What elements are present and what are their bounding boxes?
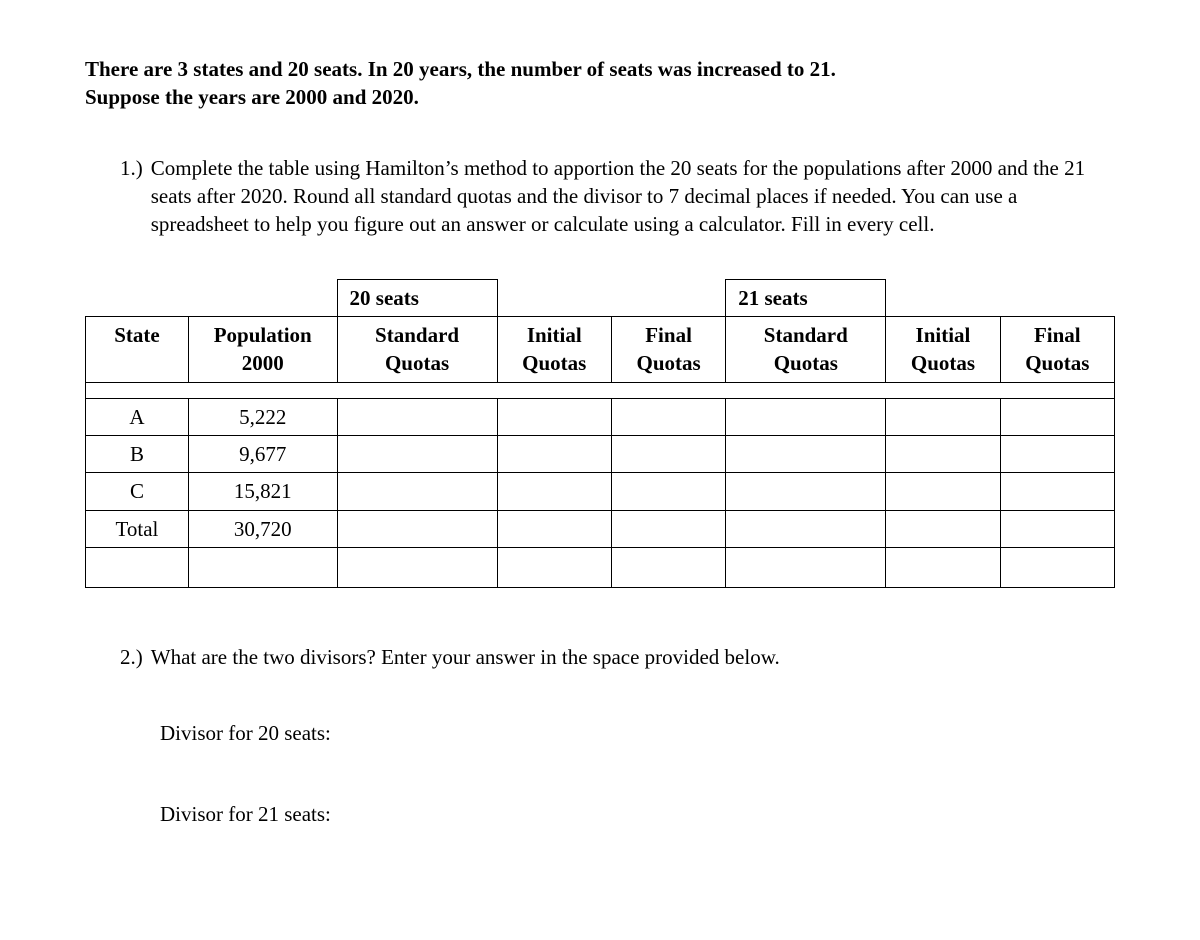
table-header-seats: 20 seats 21 seats <box>86 279 1115 316</box>
cell-empty <box>611 510 725 547</box>
problem-intro: There are 3 states and 20 seats. In 20 y… <box>85 55 1115 112</box>
cell-empty <box>611 473 725 510</box>
cell-empty <box>1000 473 1114 510</box>
divisor-21-label: Divisor for 21 seats: <box>160 800 1115 828</box>
cell-empty <box>886 398 1000 435</box>
question-1-number: 1.) <box>120 154 151 239</box>
question-1: 1.) Complete the table using Hamilton’s … <box>120 154 1115 239</box>
table-row: Total 30,720 <box>86 510 1115 547</box>
cell-empty <box>726 473 886 510</box>
header-std-quotas-20: Standard Quotas <box>337 317 497 383</box>
table-row: A 5,222 <box>86 398 1115 435</box>
cell-pop-total: 30,720 <box>188 510 337 547</box>
cell-state-a: A <box>86 398 189 435</box>
cell-empty <box>497 510 611 547</box>
cell-empty <box>611 436 725 473</box>
cell-empty <box>497 398 611 435</box>
cell-empty <box>337 510 497 547</box>
table-trailing-row <box>86 548 1115 588</box>
divisor-20-label: Divisor for 20 seats: <box>160 719 1115 747</box>
header-std-quotas-21: Standard Quotas <box>726 317 886 383</box>
intro-line2: Suppose the years are 2000 and 2020. <box>85 85 419 109</box>
cell-pop-b: 9,677 <box>188 436 337 473</box>
cell-state-b: B <box>86 436 189 473</box>
cell-empty <box>337 473 497 510</box>
cell-state-total: Total <box>86 510 189 547</box>
header-final-quotas-21: Final Quotas <box>1000 317 1114 383</box>
question-2-text: What are the two divisors? Enter your an… <box>151 643 1115 671</box>
intro-line1: There are 3 states and 20 seats. In 20 y… <box>85 57 836 81</box>
header-state: State <box>86 317 189 383</box>
table-row: B 9,677 <box>86 436 1115 473</box>
header-final-quotas-20: Final Quotas <box>611 317 725 383</box>
cell-empty <box>726 510 886 547</box>
cell-empty <box>886 436 1000 473</box>
apportionment-table: 20 seats 21 seats State Population 2000 … <box>85 279 1115 588</box>
cell-empty <box>497 436 611 473</box>
cell-pop-c: 15,821 <box>188 473 337 510</box>
cell-empty <box>886 510 1000 547</box>
table-gap-row <box>86 382 1115 398</box>
header-init-quotas-20: Initial Quotas <box>497 317 611 383</box>
cell-empty <box>337 436 497 473</box>
header-population: Population 2000 <box>188 317 337 383</box>
header-init-quotas-21: Initial Quotas <box>886 317 1000 383</box>
question-2-number: 2.) <box>120 643 151 671</box>
cell-empty <box>497 473 611 510</box>
cell-empty <box>1000 510 1114 547</box>
cell-state-c: C <box>86 473 189 510</box>
header-21-seats: 21 seats <box>726 279 886 316</box>
question-2: 2.) What are the two divisors? Enter you… <box>120 643 1115 671</box>
cell-empty <box>611 398 725 435</box>
cell-empty <box>886 473 1000 510</box>
cell-empty <box>726 436 886 473</box>
question-1-text: Complete the table using Hamilton’s meth… <box>151 154 1115 239</box>
cell-empty <box>337 398 497 435</box>
cell-pop-a: 5,222 <box>188 398 337 435</box>
cell-empty <box>1000 436 1114 473</box>
cell-empty <box>726 398 886 435</box>
table-row: C 15,821 <box>86 473 1115 510</box>
cell-empty <box>1000 398 1114 435</box>
table-header-cols: State Population 2000 Standard Quotas In… <box>86 317 1115 383</box>
header-20-seats: 20 seats <box>337 279 497 316</box>
